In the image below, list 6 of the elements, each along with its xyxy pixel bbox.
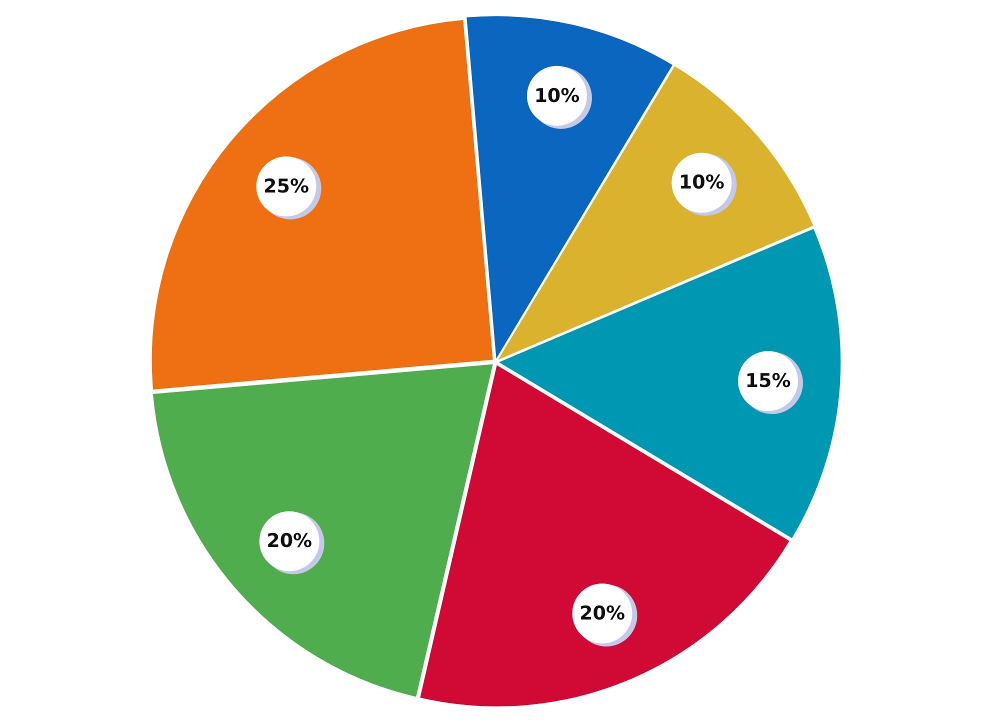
data-label: 25% (264, 175, 309, 198)
data-label: 15% (745, 370, 791, 392)
data-label: 20% (579, 602, 625, 624)
data-label: 10% (678, 172, 724, 194)
data-label: 20% (266, 530, 312, 552)
data-label: 10% (534, 84, 580, 107)
